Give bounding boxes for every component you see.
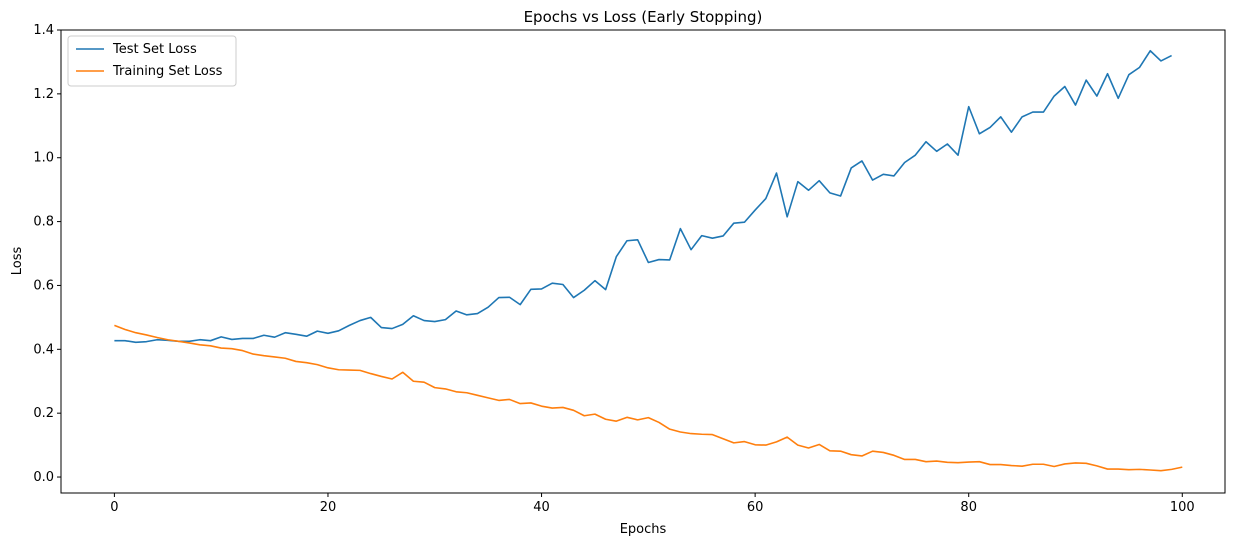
series-line-training-set-loss [114,324,1183,472]
x-tick-label: 100 [1170,500,1195,515]
legend-label: Training Set Loss [112,64,223,79]
x-tick-label: 40 [533,500,550,515]
chart-title: Epochs vs Loss (Early Stopping) [524,8,763,26]
x-axis: 0 20 40 60 80 100 [110,493,1195,515]
x-axis-label: Epochs [620,522,667,537]
legend-label: Test Set Loss [112,42,197,57]
legend: Test Set Loss Training Set Loss [67,35,237,87]
y-tick-label: 0.0 [33,470,54,485]
x-tick-label: 20 [320,500,337,515]
plot-area [114,49,1183,472]
y-tick-label: 0.8 [33,215,54,230]
y-tick-label: 0.4 [33,342,54,357]
x-tick-label: 60 [747,500,764,515]
y-tick-label: 1.4 [33,23,54,38]
x-tick-label: 0 [110,500,118,515]
y-axis-label: Loss [10,247,25,276]
y-tick-label: 1.0 [33,151,54,166]
series-line-test-set-loss [114,49,1172,344]
plot-frame [60,29,1226,494]
x-tick-label: 80 [960,500,977,515]
y-tick-label: 0.6 [33,278,54,293]
legend-box [67,35,237,87]
y-tick-label: 1.2 [33,87,54,102]
y-tick-label: 0.2 [33,406,54,421]
y-axis: 0.0 0.2 0.4 0.6 0.8 1.0 1.2 1.4 [33,23,61,485]
